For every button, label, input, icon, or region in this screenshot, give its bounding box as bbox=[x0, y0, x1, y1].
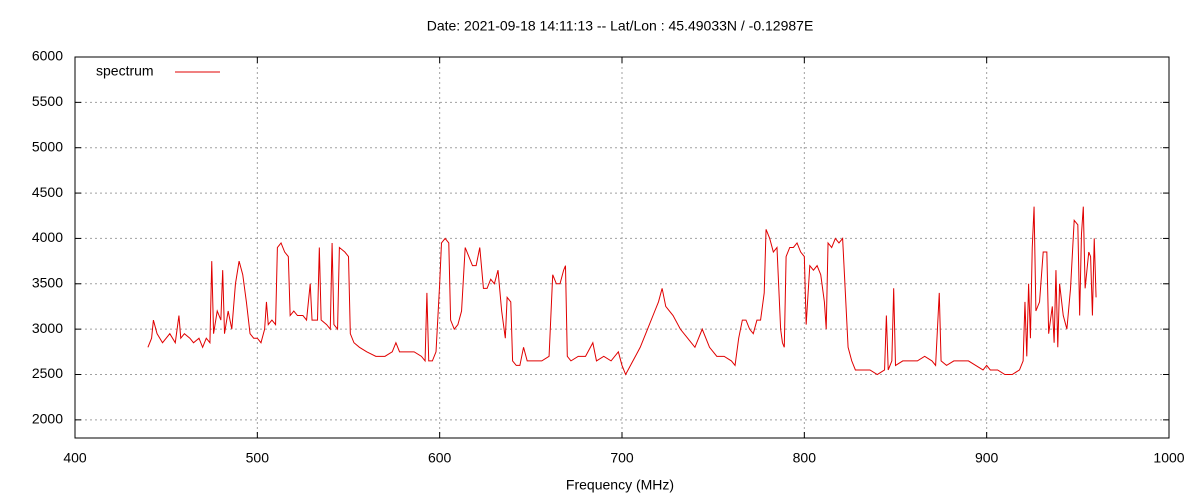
plot-frame bbox=[74, 56, 1170, 439]
x-tick-label: 400 bbox=[63, 450, 87, 466]
y-tick-label: 4500 bbox=[32, 184, 63, 200]
x-axis-label: Frequency (MHz) bbox=[566, 477, 674, 493]
x-tick-label: 500 bbox=[246, 450, 270, 466]
x-tick-label: 900 bbox=[975, 450, 999, 466]
x-tick-label: 700 bbox=[610, 450, 634, 466]
x-tick-label: 600 bbox=[428, 450, 452, 466]
y-tick-label: 4000 bbox=[32, 229, 63, 245]
x-tick-label: 1000 bbox=[1153, 450, 1184, 466]
y-tick-label: 5500 bbox=[32, 93, 63, 109]
y-tick-label: 3500 bbox=[32, 274, 63, 290]
y-tick-label: 2500 bbox=[32, 365, 63, 381]
y-tick-label: 3000 bbox=[32, 320, 63, 336]
x-tick-label: 800 bbox=[793, 450, 817, 466]
legend-label: spectrum bbox=[96, 63, 154, 79]
spectrum-line bbox=[147, 206, 1097, 376]
y-tick-label: 5000 bbox=[32, 138, 63, 154]
chart-title: Date: 2021-09-18 14:11:13 -- Lat/Lon : 4… bbox=[427, 18, 814, 34]
y-tick-label: 6000 bbox=[32, 48, 63, 64]
y-tick-label: 2000 bbox=[32, 411, 63, 427]
